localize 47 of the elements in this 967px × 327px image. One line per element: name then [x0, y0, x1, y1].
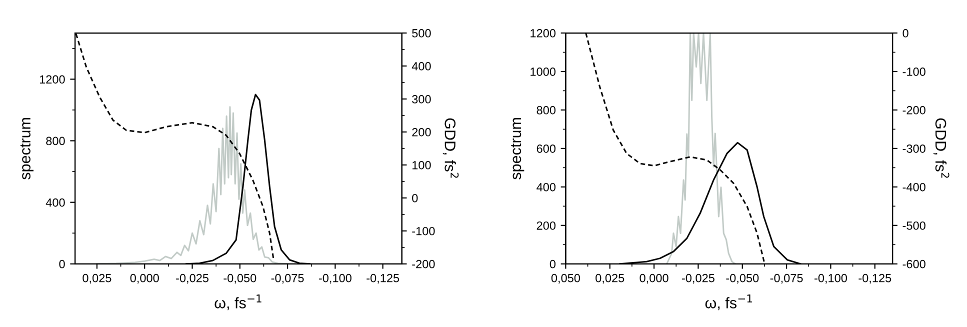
y-tick-label: 1200 [40, 75, 65, 84]
x-tick-label: 0,000 [640, 274, 668, 284]
x-tick-label: -0,125 [858, 274, 892, 284]
x-tick-label: -0,025 [682, 274, 714, 284]
y-tick-label: 400 [46, 198, 65, 207]
x-tick-label: -0,050 [726, 274, 759, 284]
x-tick-label: -0,075 [770, 274, 803, 284]
y2-axis-title: GDD, fs$^{2}$ [934, 118, 950, 178]
x-tick-label: -0,125 [366, 274, 400, 284]
y2-tick-label: 500 [412, 29, 431, 38]
y-tick-label: 800 [536, 106, 556, 114]
y-tick-label: 800 [46, 136, 65, 146]
x-tick-label: -0,075 [271, 274, 304, 284]
x-tick-label: -0,100 [318, 274, 352, 284]
y2-tick-label: 400 [412, 62, 431, 70]
x-axis-title: ω, fs$^{−1}$ [214, 294, 262, 310]
x-tick-label: -0,050 [224, 274, 256, 284]
y2-tick-label: 300 [412, 95, 431, 104]
y-tick-label: 1200 [530, 29, 556, 38]
y-tick-label: 0 [59, 260, 65, 268]
y-axis-title: spectrum [511, 118, 524, 180]
x-tick-label: -0,100 [814, 274, 847, 284]
x-axis-title: ω, fs$^{−1}$ [705, 294, 752, 310]
x-tick-label: 0,050 [551, 274, 580, 284]
x-tick-label: 0,025 [596, 274, 624, 284]
y-axis-title: spectrum [20, 118, 34, 180]
y2-tick-label: -600 [902, 260, 926, 268]
y2-tick-label: -200 [902, 106, 926, 114]
y-tick-label: 0 [550, 260, 556, 268]
y2-tick-label: -100 [902, 68, 926, 76]
y2-tick-label: 100 [412, 160, 431, 170]
y2-tick-label: 0 [902, 29, 908, 38]
x-tick-label: -0,025 [176, 274, 208, 284]
y2-tick-label: -200 [412, 260, 435, 268]
y2-axis-title: GDD, fs$^{2}$ [442, 118, 459, 178]
y2-tick-label: 0 [412, 194, 418, 202]
y2-tick-label: -400 [902, 182, 926, 192]
y-tick-label: 200 [536, 221, 556, 230]
y-tick-label: 400 [536, 182, 556, 192]
y2-tick-label: -100 [412, 226, 435, 236]
y-tick-label: 600 [536, 144, 556, 153]
y2-tick-label: 200 [412, 128, 431, 136]
y2-tick-label: -300 [902, 144, 926, 153]
x-tick-label: 0,025 [82, 274, 112, 284]
y-tick-label: 1000 [530, 68, 556, 76]
x-tick-label: 0,000 [130, 274, 159, 284]
y2-tick-label: -500 [902, 221, 926, 230]
